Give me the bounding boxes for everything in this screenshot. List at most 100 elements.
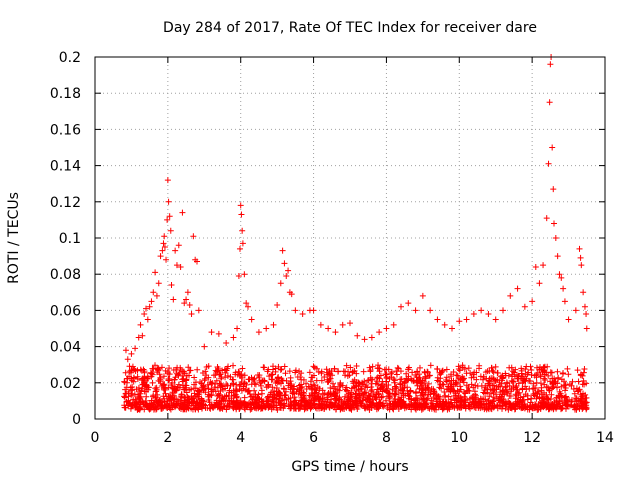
data-point — [236, 386, 243, 393]
data-point — [291, 383, 298, 390]
data-point — [125, 401, 132, 408]
data-point — [255, 329, 262, 336]
data-point — [361, 378, 368, 385]
data-point — [558, 274, 565, 281]
data-point — [530, 380, 537, 387]
data-point — [288, 291, 295, 298]
data-point — [447, 373, 454, 380]
data-point — [268, 398, 275, 405]
data-point — [285, 267, 292, 274]
data-point — [154, 365, 161, 372]
data-point — [160, 373, 167, 380]
data-point — [540, 262, 547, 269]
data-point — [229, 376, 236, 383]
data-point — [149, 379, 156, 386]
data-point — [281, 386, 288, 393]
data-point — [186, 367, 193, 374]
data-point — [490, 394, 497, 401]
data-point — [327, 375, 334, 382]
data-point — [138, 387, 145, 394]
data-point — [408, 403, 415, 410]
data-point — [224, 372, 231, 379]
data-point — [461, 393, 468, 400]
data-point — [283, 273, 290, 280]
data-point — [574, 367, 581, 374]
data-point — [195, 388, 202, 395]
data-point — [355, 394, 362, 401]
data-point — [123, 384, 130, 391]
data-point — [230, 362, 237, 369]
data-point — [257, 382, 264, 389]
x-tick-label: 0 — [91, 430, 100, 446]
data-point — [319, 395, 326, 402]
data-point — [230, 334, 237, 341]
data-point — [412, 307, 419, 314]
data-point — [405, 376, 412, 383]
data-point — [258, 390, 265, 397]
data-point — [286, 368, 293, 375]
data-point — [201, 343, 208, 350]
data-point — [317, 321, 324, 328]
x-tick-label: 10 — [450, 430, 468, 446]
data-point — [512, 366, 519, 373]
data-point — [208, 329, 215, 336]
data-point — [137, 321, 144, 328]
data-point — [186, 372, 193, 379]
data-point — [192, 379, 199, 386]
y-tick-label: 0.04 — [50, 340, 81, 356]
data-point — [424, 385, 431, 392]
data-point — [498, 396, 505, 403]
data-point — [523, 363, 530, 370]
data-point — [479, 404, 486, 411]
data-point — [579, 381, 586, 388]
data-point — [183, 296, 190, 303]
data-point — [287, 374, 294, 381]
data-point — [238, 379, 245, 386]
data-point — [241, 404, 248, 411]
data-point — [418, 389, 425, 396]
data-point — [135, 405, 142, 412]
data-point — [561, 298, 568, 305]
data-point — [347, 320, 353, 327]
data-point — [200, 387, 207, 394]
data-point — [422, 374, 429, 381]
data-point — [436, 369, 443, 376]
data-point — [160, 404, 167, 411]
data-point — [332, 329, 339, 336]
data-point — [550, 186, 557, 193]
data-point — [402, 378, 409, 385]
data-point — [188, 311, 195, 318]
data-point — [552, 235, 559, 241]
data-point — [166, 397, 173, 404]
data-point — [532, 263, 539, 270]
data-point — [211, 384, 218, 391]
data-point — [265, 382, 272, 389]
data-point — [244, 404, 251, 411]
data-point — [133, 399, 140, 406]
y-tick-label: 0.2 — [59, 50, 81, 66]
data-point — [215, 392, 222, 399]
data-point — [572, 307, 579, 314]
y-tick-label: 0.18 — [50, 86, 81, 102]
data-point — [312, 404, 319, 411]
data-point — [318, 400, 325, 407]
data-point — [307, 405, 314, 412]
data-point — [392, 391, 399, 398]
data-point — [179, 209, 186, 216]
data-point — [347, 364, 354, 371]
data-point — [523, 386, 530, 393]
data-point — [148, 298, 155, 305]
data-point — [364, 377, 371, 384]
data-point — [467, 370, 474, 377]
data-point — [477, 395, 484, 402]
data-point — [347, 403, 354, 410]
data-point — [315, 402, 322, 409]
data-point — [502, 383, 509, 390]
data-point — [413, 374, 420, 381]
data-point — [583, 311, 590, 318]
data-point — [440, 381, 447, 388]
data-point — [300, 393, 307, 400]
data-point — [517, 396, 524, 403]
data-point — [177, 405, 184, 412]
data-point — [478, 307, 485, 314]
